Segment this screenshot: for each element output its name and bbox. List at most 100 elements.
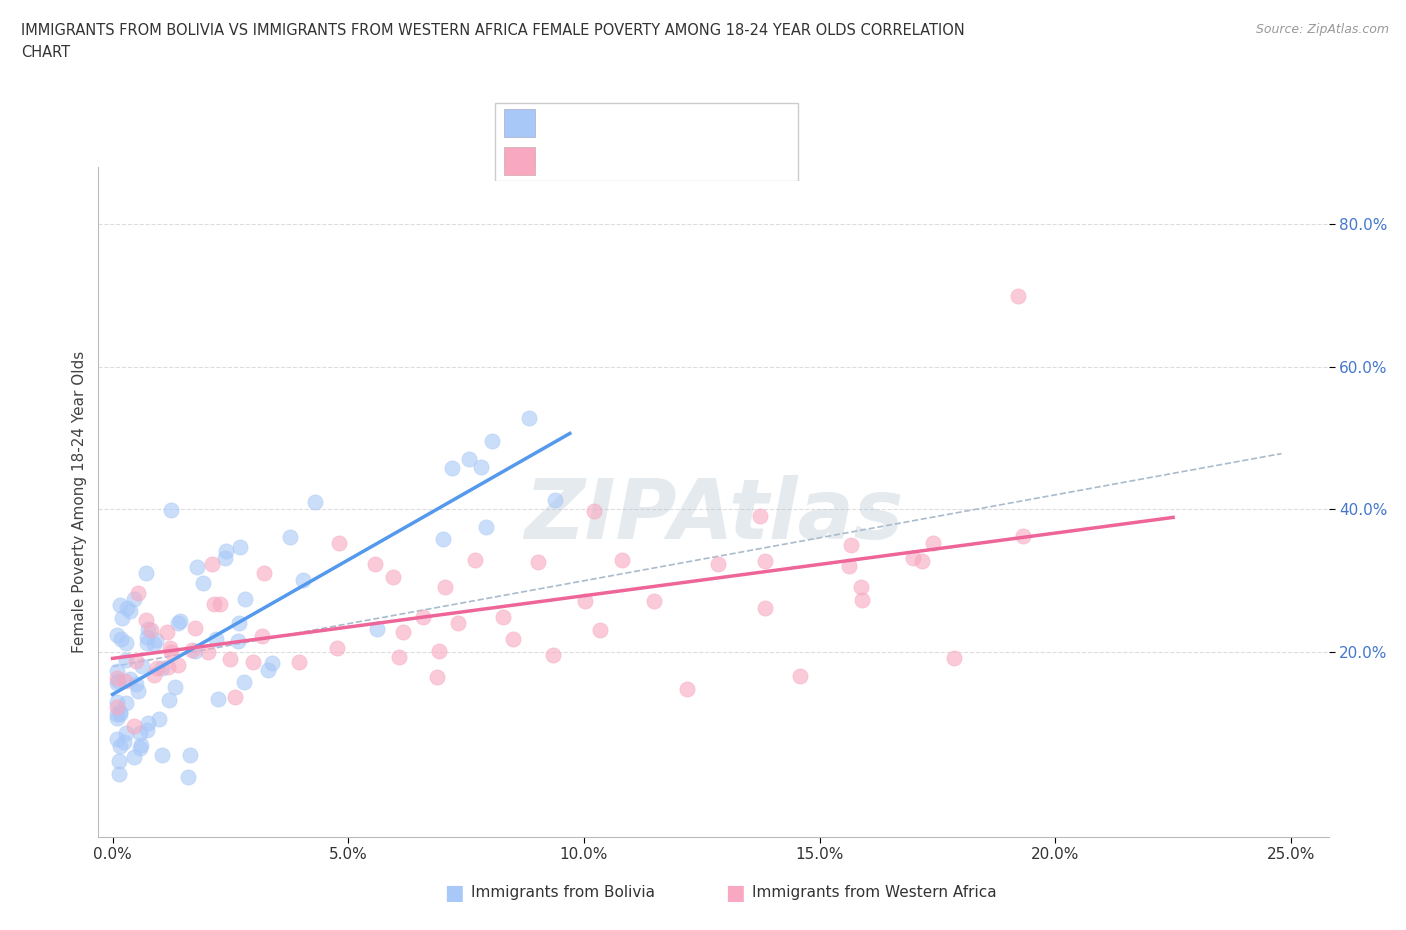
Point bbox=[922, 536, 945, 551]
Point bbox=[135, 723, 157, 737]
Point bbox=[257, 662, 280, 677]
Point bbox=[179, 748, 201, 763]
Point bbox=[136, 621, 159, 636]
Point bbox=[124, 750, 146, 764]
Point bbox=[464, 552, 486, 567]
Point bbox=[124, 719, 146, 734]
Text: R =: R = bbox=[544, 113, 583, 132]
Point bbox=[177, 769, 200, 784]
Point bbox=[150, 660, 173, 675]
Point bbox=[911, 553, 934, 568]
Point bbox=[364, 556, 387, 571]
Point bbox=[901, 551, 924, 565]
Y-axis label: Female Poverty Among 18-24 Year Olds: Female Poverty Among 18-24 Year Olds bbox=[72, 352, 87, 654]
Point bbox=[127, 684, 149, 698]
Point bbox=[108, 738, 131, 753]
Point bbox=[589, 622, 612, 637]
Text: 0.172: 0.172 bbox=[591, 152, 648, 170]
Point bbox=[120, 604, 142, 619]
Point bbox=[124, 676, 146, 691]
Text: N =: N = bbox=[668, 152, 709, 170]
Point bbox=[107, 673, 129, 688]
Point bbox=[136, 635, 159, 650]
Text: CHART: CHART bbox=[21, 45, 70, 60]
Text: ■: ■ bbox=[725, 883, 745, 903]
Point bbox=[142, 636, 165, 651]
Point bbox=[107, 676, 129, 691]
Point bbox=[492, 609, 515, 624]
Point bbox=[470, 459, 492, 474]
Point bbox=[433, 579, 456, 594]
Point bbox=[114, 653, 136, 668]
Point bbox=[233, 591, 256, 606]
Point bbox=[412, 610, 434, 625]
Point bbox=[517, 411, 540, 426]
Point bbox=[749, 509, 772, 524]
Point bbox=[224, 690, 246, 705]
FancyBboxPatch shape bbox=[495, 103, 799, 180]
Point bbox=[288, 655, 311, 670]
Point bbox=[304, 495, 326, 510]
Point bbox=[122, 591, 145, 606]
Point bbox=[226, 633, 249, 648]
Point bbox=[427, 644, 450, 658]
Point bbox=[326, 641, 349, 656]
Point bbox=[145, 632, 167, 647]
Point bbox=[838, 558, 860, 573]
Point bbox=[262, 655, 284, 670]
Point bbox=[233, 674, 256, 689]
Point bbox=[366, 621, 388, 636]
Point bbox=[475, 519, 498, 534]
Point bbox=[110, 610, 132, 625]
Point bbox=[114, 725, 136, 740]
Point bbox=[148, 711, 170, 726]
Point bbox=[643, 594, 665, 609]
Point bbox=[136, 715, 159, 730]
Point bbox=[159, 641, 181, 656]
Point bbox=[108, 766, 131, 781]
Point bbox=[110, 707, 132, 722]
Point bbox=[202, 596, 225, 611]
Point bbox=[197, 645, 219, 660]
Text: 64: 64 bbox=[714, 152, 740, 170]
Point bbox=[676, 682, 699, 697]
Point bbox=[112, 735, 135, 750]
Point bbox=[1007, 288, 1029, 303]
Point bbox=[105, 671, 128, 685]
Point bbox=[108, 753, 131, 768]
Point bbox=[167, 658, 190, 672]
Point bbox=[108, 598, 131, 613]
Point bbox=[574, 594, 596, 609]
Point bbox=[136, 630, 159, 644]
Point bbox=[610, 552, 633, 567]
Text: Source: ZipAtlas.com: Source: ZipAtlas.com bbox=[1256, 23, 1389, 36]
Bar bbox=[505, 147, 536, 175]
Point bbox=[447, 615, 470, 630]
Point bbox=[291, 573, 314, 588]
Point bbox=[219, 652, 242, 667]
Point bbox=[381, 569, 404, 584]
Point bbox=[114, 673, 136, 688]
Point bbox=[191, 576, 214, 591]
Point bbox=[541, 647, 564, 662]
Point bbox=[134, 612, 156, 627]
Point bbox=[157, 692, 180, 707]
Point bbox=[839, 538, 862, 552]
Point bbox=[127, 586, 149, 601]
Point bbox=[105, 664, 128, 679]
Point bbox=[169, 614, 191, 629]
Point bbox=[209, 596, 232, 611]
Point bbox=[105, 628, 128, 643]
Point bbox=[129, 737, 152, 752]
Point bbox=[124, 654, 146, 669]
Text: ■: ■ bbox=[444, 883, 464, 903]
Point bbox=[156, 624, 179, 639]
Point bbox=[583, 504, 606, 519]
Point bbox=[278, 530, 301, 545]
Point bbox=[105, 699, 128, 714]
Point bbox=[115, 696, 138, 711]
Point bbox=[166, 615, 188, 630]
Point bbox=[252, 565, 274, 580]
Point bbox=[502, 631, 524, 646]
Point bbox=[388, 649, 411, 664]
